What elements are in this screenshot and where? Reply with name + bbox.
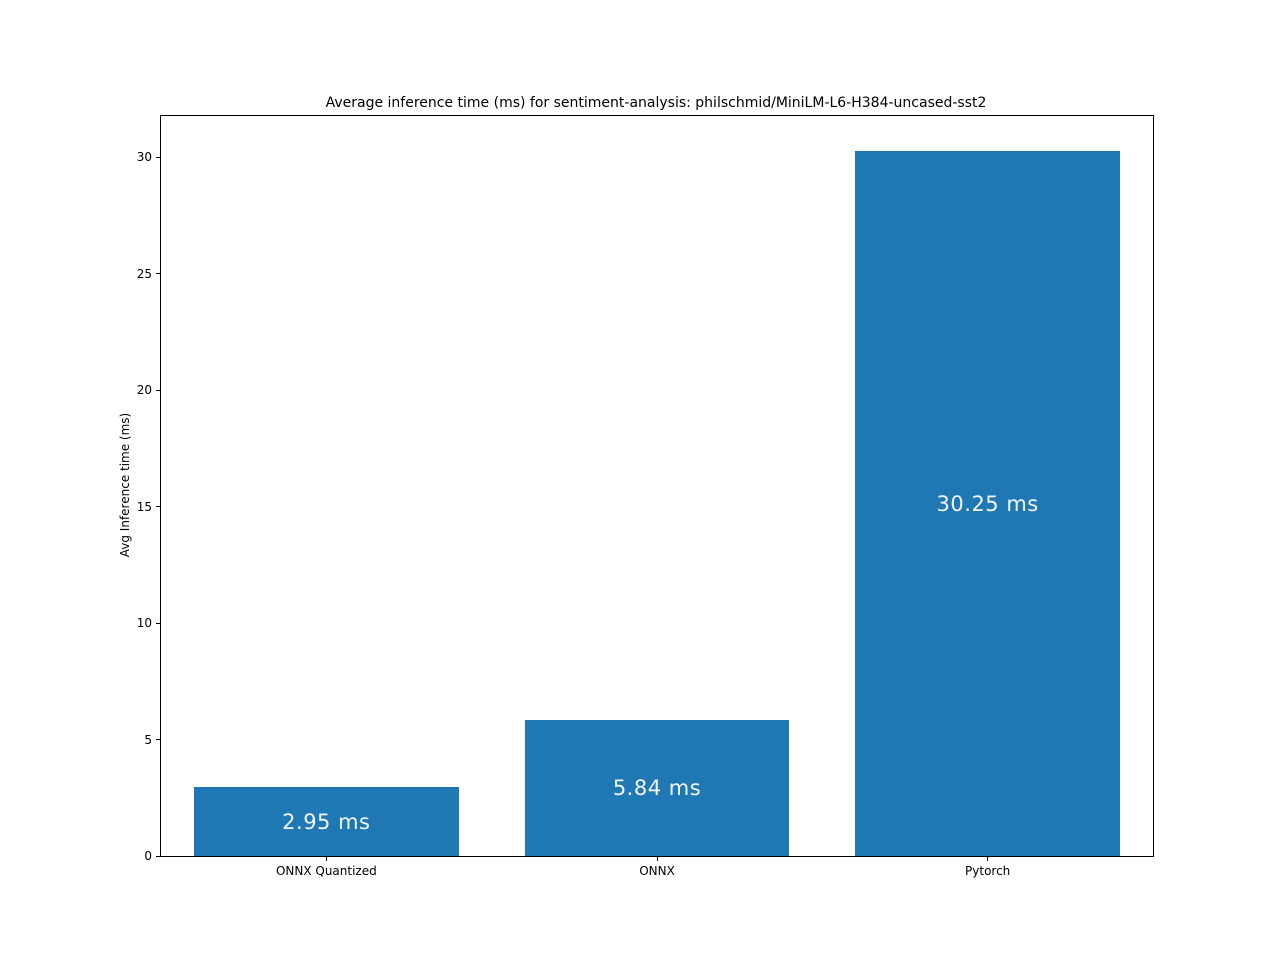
y-tick-label: 10 [136,616,152,630]
y-tick-mark [156,389,161,391]
y-tick-label: 20 [136,383,152,397]
x-tick-label: ONNX Quantized [275,864,377,878]
y-axis-label: Avg Inference time (ms) [118,412,132,558]
plot-area: 0 5 10 15 20 25 30 2.95 ms ONNX Quantized 5.84 ms… [137,115,1154,878]
x-tick-mark [987,856,989,861]
y-tick-mark [156,739,161,740]
x-tick-mark [656,856,658,861]
bar-value-label: 2.95 ms [282,809,371,834]
y-tick-label: 15 [136,499,152,514]
y-tick-label: 30 [136,150,152,164]
y-tick-label: 25 [136,266,152,281]
chart-title: Average inference time (ms) for sentimen… [325,95,987,111]
bar-onnx-quantized: 2.95 ms [194,787,459,856]
y-tick-mark [156,622,161,624]
y-tick-label: 5 [144,732,152,747]
bar-pytorch: 30.25 ms [855,151,1120,856]
bar-value-label: 30.25 ms [936,491,1039,516]
y-tick-mark [156,273,161,274]
x-tick-label: Pytorch [965,864,1011,878]
y-tick-mark [156,855,161,857]
bar-onnx: 5.84 ms [524,719,790,856]
x-tick-mark [325,856,327,861]
y-tick-mark [156,506,161,507]
bar-value-label: 5.84 ms [612,775,702,800]
y-tick-mark [156,156,161,158]
x-tick-label: ONNX [639,864,675,878]
y-tick-label: 0 [144,849,152,863]
